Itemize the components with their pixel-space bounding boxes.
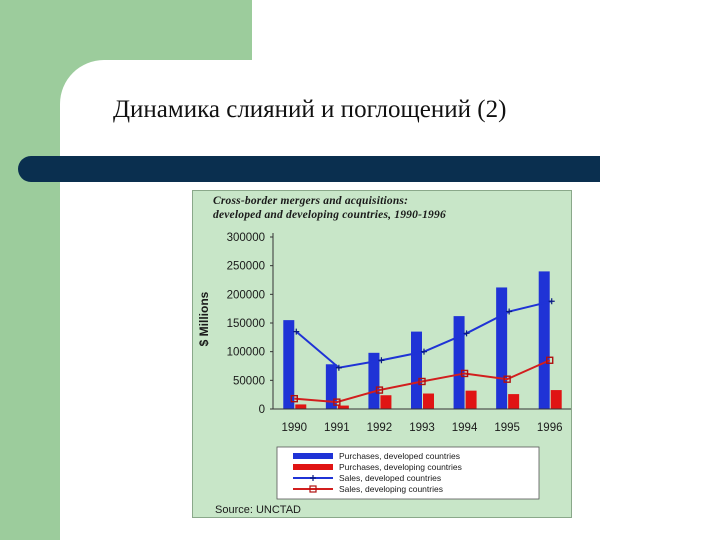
- x-tick-label: 1996: [537, 422, 563, 434]
- x-tick-label: 1991: [324, 422, 350, 434]
- x-tick-label: 1995: [494, 422, 520, 434]
- line-sales-developing: [294, 359, 551, 404]
- bar-purchases-developing: [550, 390, 562, 409]
- x-tick-label: 1992: [367, 422, 393, 434]
- bar-purchases-developed: [283, 320, 295, 409]
- legend-marker: [309, 485, 317, 493]
- chart-title-line2: developed and developing countries, 1990…: [213, 209, 446, 221]
- marker-sales-developing: [460, 369, 469, 378]
- legend-label: Sales, developed countries: [339, 473, 441, 483]
- marker-sales-developing: [375, 386, 384, 394]
- marker-sales-developing: [503, 375, 511, 383]
- legend-label: Purchases, developed countries: [339, 451, 460, 461]
- legend-label: Sales, developing countries: [339, 484, 443, 494]
- bar-purchases-developed: [496, 287, 508, 409]
- y-axis-title: $ Millions: [197, 291, 211, 346]
- y-tick-label: 250000: [227, 261, 265, 273]
- y-tick-label: 0: [259, 404, 265, 416]
- line-sales-developed: [295, 300, 552, 369]
- y-tick-label: 300000: [227, 232, 265, 244]
- y-tick-label: 200000: [227, 289, 265, 301]
- chart-title: Cross-border mergers and acquisitions: d…: [213, 194, 569, 222]
- bar-purchases-developed: [411, 331, 422, 409]
- marker-sales-developing: [418, 377, 426, 386]
- x-tick-label: 1993: [409, 422, 435, 434]
- marker-sales-developing: [546, 356, 554, 364]
- chart-title-line1: Cross-border mergers and acquisitions:: [213, 195, 409, 207]
- marker-sales-developed: [421, 348, 427, 355]
- chart-frame: Cross-border mergers and acquisitions: d…: [192, 190, 572, 518]
- bar-purchases-developed: [453, 316, 465, 409]
- marker-sales-developed: [548, 298, 555, 305]
- title-underline-bar: [18, 156, 600, 182]
- y-tick-label: 50000: [233, 375, 265, 387]
- y-tick-label: 100000: [227, 347, 265, 359]
- marker-sales-developing: [333, 398, 341, 406]
- bar-purchases-developed: [538, 271, 550, 409]
- bar-purchases-developed: [325, 364, 337, 409]
- x-tick-label: 1994: [452, 422, 478, 434]
- chart-source: Source: UNCTAD: [215, 504, 301, 516]
- legend-marker: [310, 475, 316, 481]
- marker-sales-developing: [290, 394, 298, 403]
- bar-purchases-developing: [380, 395, 392, 409]
- bar-purchases-developed: [368, 352, 380, 409]
- marker-sales-developed: [335, 364, 342, 371]
- legend-swatch: [293, 464, 333, 470]
- bar-purchases-developing: [337, 405, 349, 409]
- mergers-chart: 300000 250000 200000 150000 100000 50000 0 $ Mi…: [197, 232, 571, 500]
- bar-purchases-developing: [423, 393, 434, 409]
- marker-sales-developed: [463, 330, 470, 337]
- legend-swatch: [293, 453, 333, 459]
- slide-title: Динамика слияний и поглощений (2): [113, 96, 507, 123]
- marker-sales-developed: [378, 357, 385, 364]
- bar-purchases-developing: [508, 394, 520, 409]
- bar-purchases-developing: [465, 390, 477, 409]
- bar-purchases-developing: [295, 404, 307, 409]
- marker-sales-developed: [506, 308, 513, 315]
- legend-label: Purchases, developing countries: [339, 462, 462, 472]
- marker-sales-developed: [293, 328, 300, 335]
- x-tick-label: 1990: [281, 422, 307, 434]
- y-tick-label: 150000: [227, 318, 265, 330]
